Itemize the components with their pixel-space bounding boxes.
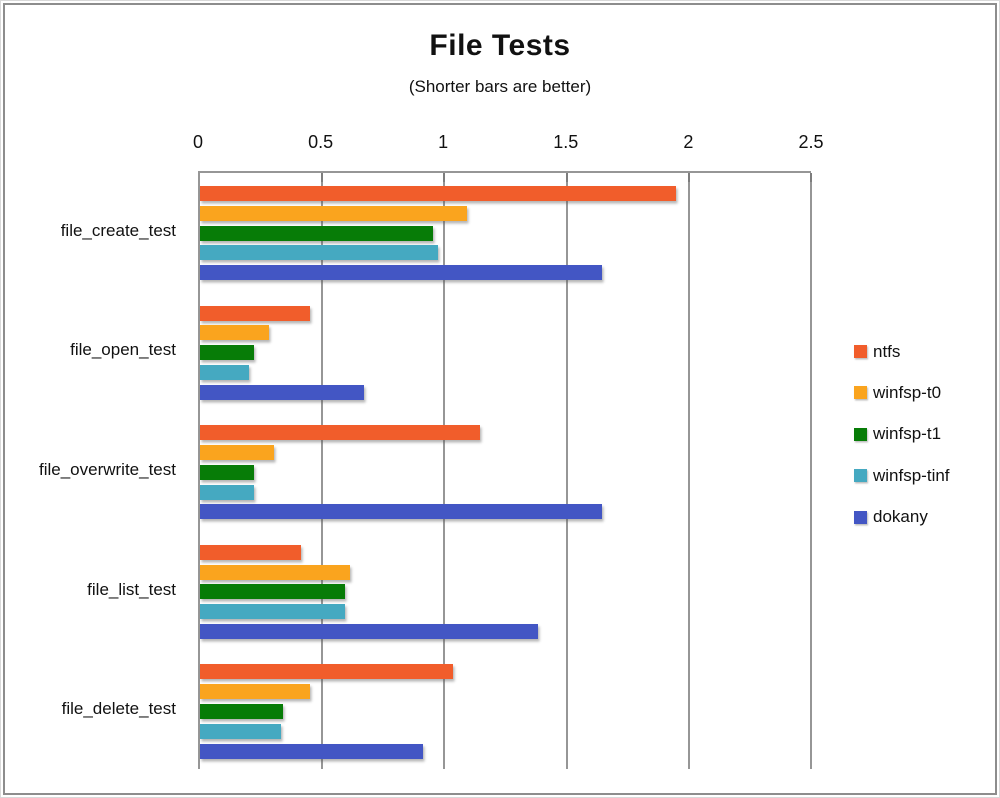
legend-item-dokany: dokany xyxy=(854,507,928,527)
bar-ntfs-file_overwrite_test xyxy=(200,425,480,441)
x-axis-tick-label: 1.5 xyxy=(553,132,579,152)
bar-dokany-file_overwrite_test xyxy=(200,504,603,520)
y-axis-category-labels: file_create_test file_open_test file_overw… xyxy=(1,171,187,769)
bar-winfsp-t1-file_open_test xyxy=(200,345,254,361)
category-label-file_list_test: file_list_test xyxy=(87,579,176,599)
legend-label-winfsp-tinf: winfsp-tinf xyxy=(873,465,950,485)
bar-winfsp-t1-file_list_test xyxy=(200,584,345,600)
bar-winfsp-tinf-file_open_test xyxy=(200,364,250,380)
category-label-file_create_test: file_create_test xyxy=(60,220,176,240)
bar-winfsp-t0-file_create_test xyxy=(200,205,468,221)
legend-label-winfsp-t1: winfsp-t1 xyxy=(873,424,942,444)
plot-area xyxy=(198,171,812,769)
gridline xyxy=(321,173,324,769)
bar-dokany-file_delete_test xyxy=(200,743,424,759)
x-axis-tick-label: 2 xyxy=(683,132,694,152)
gridline xyxy=(810,173,812,769)
bar-dokany-file_create_test xyxy=(200,265,603,281)
x-axis-tick-label: 2.5 xyxy=(798,132,824,152)
gridline xyxy=(565,173,568,769)
legend-swatch-winfsp-t0 xyxy=(854,386,867,400)
legend-item-winfsp-tinf: winfsp-tinf xyxy=(854,465,950,485)
bar-winfsp-tinf-file_create_test xyxy=(200,245,438,261)
bar-winfsp-tinf-file_delete_test xyxy=(200,723,281,739)
x-axis-tick-label: 0.5 xyxy=(308,132,334,152)
bar-winfsp-t1-file_overwrite_test xyxy=(200,464,254,480)
axis-tick-mark xyxy=(810,173,812,182)
x-axis-tick-label: 0 xyxy=(192,132,204,152)
bar-dokany-file_open_test xyxy=(200,384,365,400)
x-axis-tick-label: 1 xyxy=(438,132,449,152)
legend-swatch-ntfs xyxy=(854,345,867,358)
bar-winfsp-t1-file_create_test xyxy=(200,225,433,241)
bar-winfsp-tinf-file_list_test xyxy=(200,604,345,620)
legend-swatch-winfsp-t1 xyxy=(854,427,867,441)
legend-label-winfsp-t0: winfsp-t0 xyxy=(873,382,942,402)
legend-item-ntfs: ntfs xyxy=(854,341,901,361)
gridline xyxy=(687,173,690,769)
legend-swatch-winfsp-tinf xyxy=(854,469,867,483)
axis-tick-mark xyxy=(443,173,446,182)
category-label-file_delete_test: file_delete_test xyxy=(61,699,176,719)
bar-winfsp-tinf-file_overwrite_test xyxy=(200,484,254,500)
chart-title: File Tests xyxy=(429,29,571,62)
axis-tick-mark xyxy=(687,173,690,182)
bar-dokany-file_list_test xyxy=(200,623,539,639)
x-axis-labels: 0 0.5 1 1.5 2 2.5 xyxy=(193,132,824,158)
bar-winfsp-t0-file_open_test xyxy=(200,325,269,341)
legend-item-winfsp-t1: winfsp-t1 xyxy=(854,424,942,444)
bar-winfsp-t1-file_delete_test xyxy=(200,703,284,719)
gridline xyxy=(443,173,446,769)
bar-ntfs-file_create_test xyxy=(200,185,676,201)
legend-label-dokany: dokany xyxy=(873,507,928,527)
axis-tick-mark xyxy=(321,173,324,182)
bar-ntfs-file_delete_test xyxy=(200,664,453,680)
chart-subtitle: (Shorter bars are better) xyxy=(408,77,592,96)
bar-ntfs-file_list_test xyxy=(200,544,301,560)
legend-label-ntfs: ntfs xyxy=(873,341,901,361)
category-label-file_open_test: file_open_test xyxy=(70,340,176,360)
bar-ntfs-file_open_test xyxy=(200,305,311,321)
axis-tick-mark xyxy=(565,173,568,182)
legend-item-winfsp-t0: winfsp-t0 xyxy=(854,382,942,402)
bar-winfsp-t0-file_overwrite_test xyxy=(200,444,274,460)
category-label-file_overwrite_test: file_overwrite_test xyxy=(38,460,176,479)
bar-winfsp-t0-file_list_test xyxy=(200,564,350,580)
legend-swatch-dokany xyxy=(854,510,867,524)
bar-winfsp-t0-file_delete_test xyxy=(200,684,311,700)
